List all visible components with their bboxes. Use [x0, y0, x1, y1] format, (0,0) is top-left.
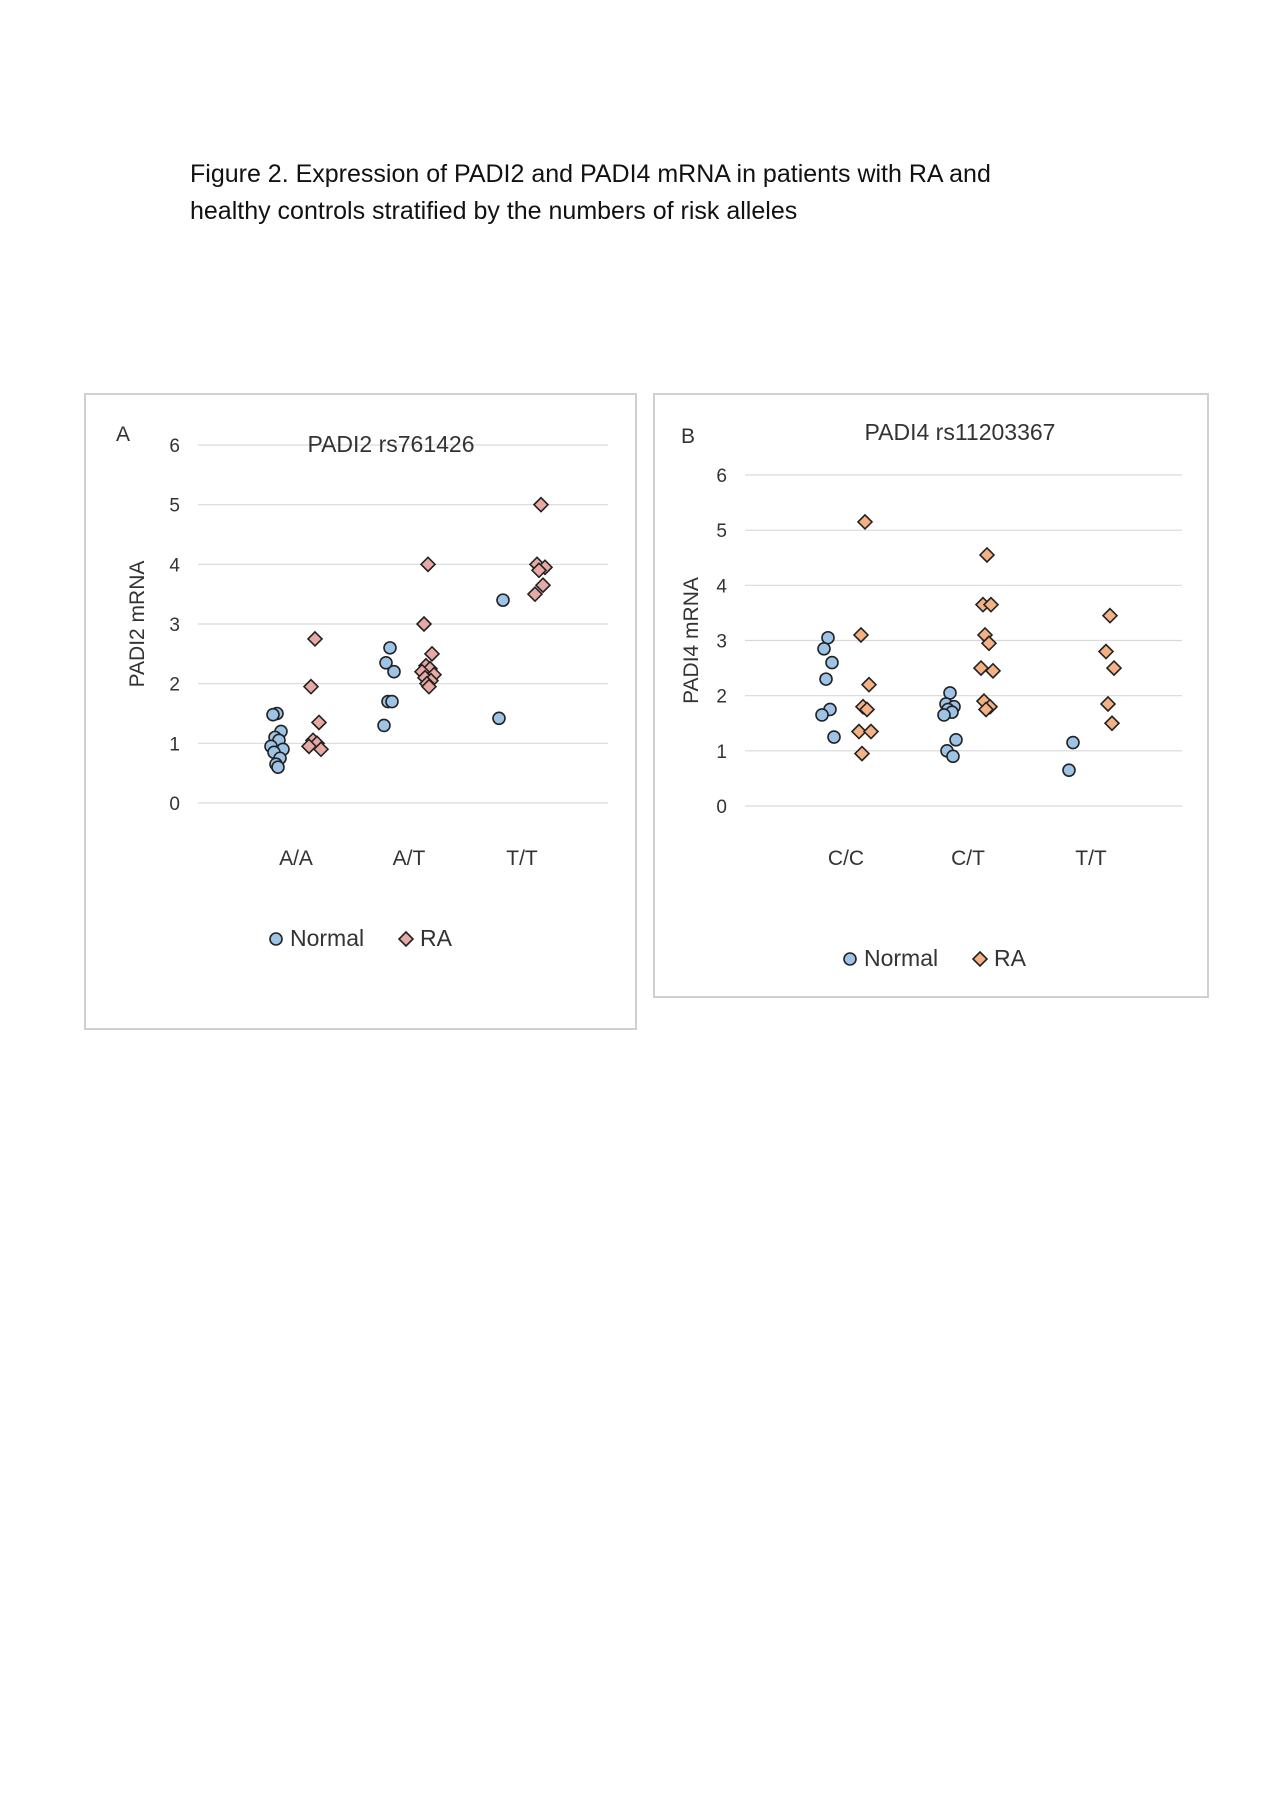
x-category-label: A/A	[279, 847, 313, 870]
legend-ra-label: RA	[420, 925, 453, 951]
x-category-label: T/T	[1075, 847, 1107, 870]
ra-data-point	[852, 626, 870, 644]
x-category-label: T/T	[506, 847, 538, 870]
ra-data-point	[858, 701, 876, 718]
chart-title: PADI2 rs761426	[307, 431, 474, 457]
normal-data-point	[937, 708, 951, 722]
ra-data-point	[300, 738, 318, 755]
chart-panel-b: 0 1 2 3 4 5 6 B PADI4 rs11203367 PADI4 mRNA C/C C/T…	[653, 393, 1209, 998]
normal-data-point	[496, 593, 510, 607]
normal-data-point	[825, 655, 839, 670]
ra-data-point	[312, 741, 330, 758]
normal-data-point	[383, 641, 397, 655]
y-tick-label: 0	[169, 794, 180, 815]
y-tick-label: 6	[716, 466, 727, 487]
ra-data-point	[982, 596, 1000, 613]
normal-data-point	[821, 630, 835, 645]
ra-data-point	[532, 496, 550, 513]
y-tick-label: 4	[169, 555, 180, 576]
x-category-label: C/C	[828, 847, 864, 870]
y-tick-label: 4	[716, 576, 727, 597]
y-tick-label: 2	[716, 687, 727, 708]
ra-data-point	[310, 714, 328, 731]
ra-data-point	[530, 562, 548, 579]
legend-ra-label: RA	[994, 945, 1027, 971]
caption-line-2: healthy controls stratified by the numbe…	[190, 197, 798, 225]
ra-data-point	[306, 630, 324, 648]
normal-data-point	[819, 672, 833, 686]
padi4-scatter-chart: 0 1 2 3 4 5 6B PADI4 rs11203367 PADI4 mRNA C/C C/T…	[680, 419, 1182, 971]
normal-data-point	[385, 694, 399, 709]
normal-data-point	[827, 730, 841, 744]
ra-data-point	[980, 635, 998, 652]
ra-data-point	[1097, 643, 1115, 660]
y-tick-label: 3	[169, 615, 180, 636]
y-tick-label: 6	[169, 436, 180, 457]
y-tick-label: 2	[169, 675, 180, 696]
normal-data-point	[492, 711, 506, 726]
y-tick-label: 1	[169, 734, 180, 755]
normal-data-point	[377, 718, 391, 733]
y-axis-label: PADI2 mRNA	[126, 561, 149, 688]
panel-label: B	[681, 425, 695, 448]
y-axis-label: PADI4 mRNA	[680, 577, 703, 704]
normal-data-point	[949, 732, 963, 747]
normal-data-point	[815, 708, 829, 722]
y-tick-label: 3	[716, 632, 727, 653]
ra-data-point	[534, 577, 552, 594]
figure-caption: Figure 2. Expression of PADI2 and PADI4 …	[190, 156, 1090, 230]
normal-data-point	[271, 760, 285, 775]
normal-data-point	[1066, 735, 1080, 750]
ra-data-point	[978, 546, 996, 564]
ra-data-point	[1099, 695, 1117, 713]
ra-data-point	[977, 701, 995, 718]
legend-normal-marker	[843, 952, 857, 966]
y-tick-label: 1	[716, 742, 727, 763]
ra-data-point	[302, 678, 320, 695]
ra-data-point	[853, 745, 871, 762]
ra-data-point	[1105, 659, 1123, 677]
legend-ra-marker	[971, 950, 989, 968]
normal-data-point	[943, 686, 957, 700]
normal-data-point	[817, 641, 831, 656]
ra-data-point	[856, 513, 874, 531]
legend-normal-marker	[269, 932, 283, 946]
ra-data-point	[526, 586, 544, 603]
ra-data-point	[420, 678, 438, 695]
y-tick-label: 5	[169, 496, 180, 517]
ra-data-point	[862, 723, 880, 740]
legend-normal-label: Normal	[290, 925, 364, 951]
y-tick-label: 5	[716, 521, 727, 542]
panel-label: A	[116, 423, 130, 446]
normal-data-point	[1062, 763, 1076, 777]
y-tick-label: 0	[716, 797, 727, 818]
ra-data-point	[850, 723, 868, 740]
x-category-label: A/T	[393, 847, 426, 870]
normal-data-point	[946, 749, 960, 764]
caption-line-1: Figure 2. Expression of PADI2 and PADI4 …	[190, 160, 991, 188]
padi2-scatter-chart: 0 1 2 3 4 5 6 A PADI2 rs761426 PADI2 mRNA A/A A/T T/…	[116, 423, 608, 951]
ra-data-point	[1101, 607, 1119, 624]
normal-data-point	[379, 655, 393, 670]
legend-ra-marker	[397, 930, 415, 948]
ra-data-point	[415, 615, 433, 633]
chart-title: PADI4 rs11203367	[865, 419, 1056, 445]
normal-data-point	[387, 664, 401, 679]
ra-data-point	[1103, 715, 1121, 732]
ra-data-point	[984, 662, 1002, 679]
ra-data-point	[860, 676, 878, 693]
ra-data-point	[423, 645, 441, 662]
ra-data-point	[972, 659, 990, 677]
legend-normal-label: Normal	[864, 945, 938, 971]
x-category-label: C/T	[951, 847, 985, 870]
ra-data-point	[419, 556, 437, 573]
normal-data-point	[266, 707, 280, 722]
chart-panel-a: 0 1 2 3 4 5 6 A PADI2 rs761426 PADI2 mRNA A/A A/T T/…	[84, 393, 637, 1030]
